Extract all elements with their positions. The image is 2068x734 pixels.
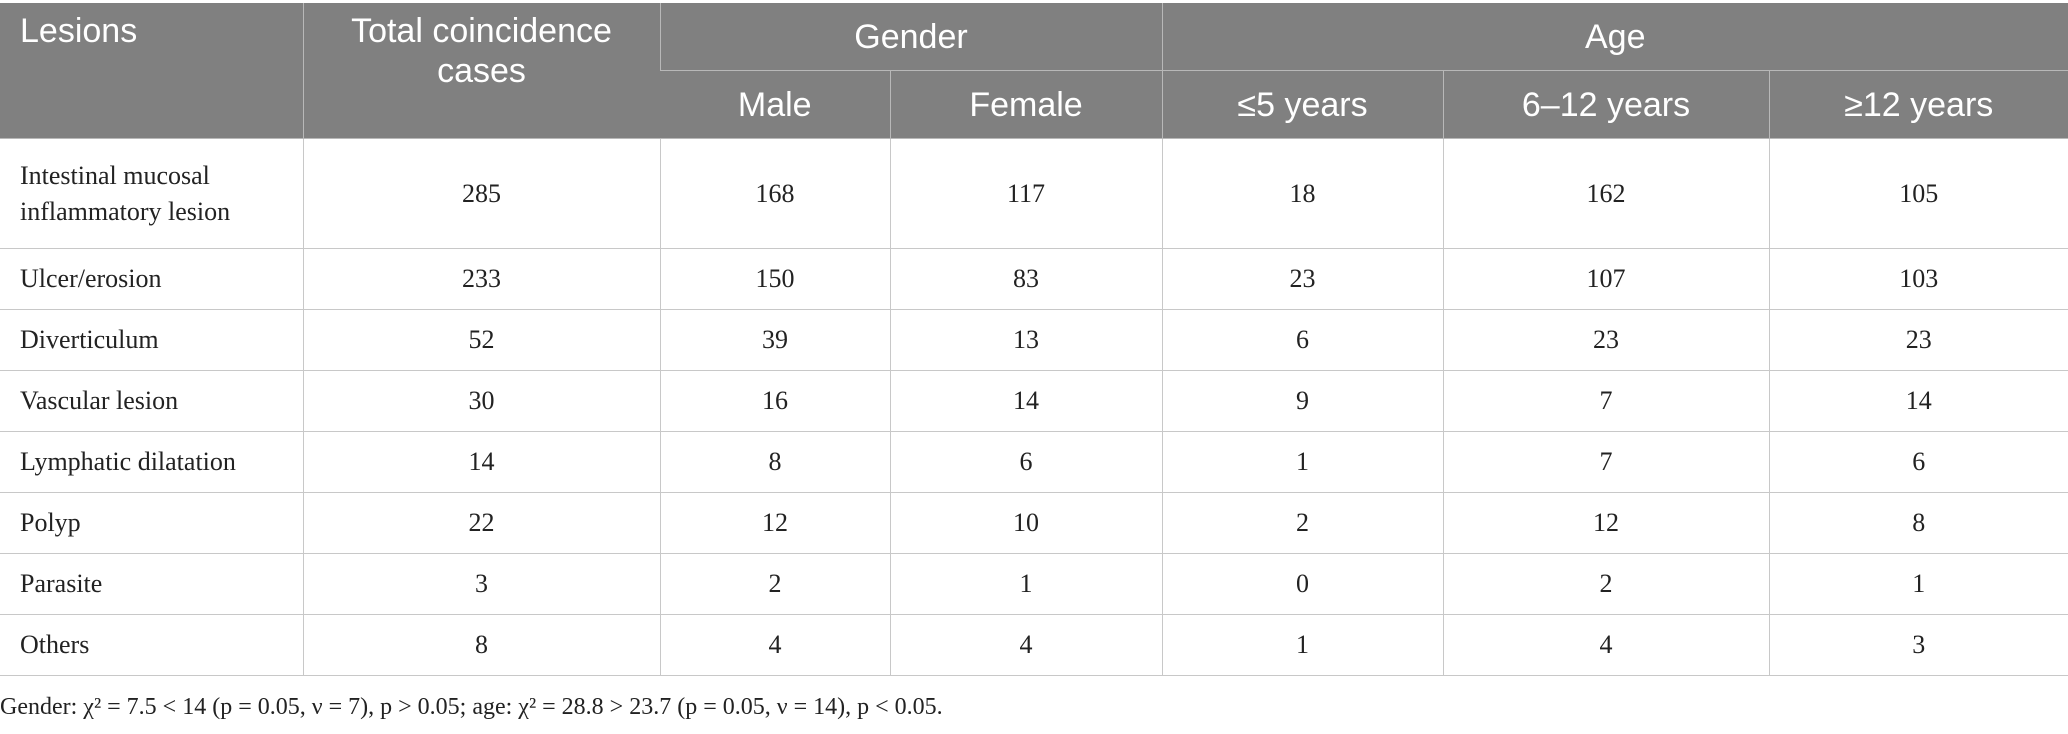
total-cell: 22	[302, 492, 660, 554]
lesions-table: Lesions Total coincidence cases Gender A…	[0, 3, 2068, 676]
male-cell: 8	[659, 431, 890, 493]
age-ge12-cell: 103	[1768, 248, 2068, 310]
age-6-12-cell: 107	[1442, 248, 1769, 310]
table-row: Vascular lesion 30 16 14 9 7 14	[0, 370, 2068, 432]
female-cell: 10	[889, 492, 1162, 554]
age-le5-cell: 1	[1161, 431, 1443, 493]
lesion-cell: Lymphatic dilatation	[0, 431, 303, 493]
female-cell: 83	[889, 248, 1162, 310]
age-6-12-cell: 2	[1442, 553, 1769, 615]
age-ge12-cell: 3	[1768, 614, 2068, 676]
male-header: Male	[660, 70, 890, 139]
age-6-12-cell: 4	[1442, 614, 1769, 676]
table-row: Others 8 4 4 1 4 3	[0, 614, 2068, 676]
female-cell: 6	[889, 431, 1162, 493]
gender-header: Gender	[659, 3, 1162, 71]
age-6-12-header: 6–12 years	[1442, 70, 1769, 139]
female-cell: 1	[889, 553, 1162, 615]
age-header: Age	[1161, 3, 2068, 71]
male-cell: 4	[659, 614, 890, 676]
total-cases-header: Total coincidence cases	[302, 3, 660, 139]
age-le5-cell: 6	[1161, 309, 1443, 371]
age-le5-cell: 1	[1161, 614, 1443, 676]
total-cell: 3	[302, 553, 660, 615]
lesion-cell: Others	[0, 614, 303, 676]
table-row: Lymphatic dilatation 14 8 6 1 7 6	[0, 431, 2068, 493]
lesions-header: Lesions	[0, 3, 303, 139]
female-cell: 14	[889, 370, 1162, 432]
age-6-12-cell: 7	[1442, 370, 1769, 432]
age-le5-cell: 23	[1161, 248, 1443, 310]
male-cell: 39	[659, 309, 890, 371]
total-cell: 233	[302, 248, 660, 310]
male-cell: 168	[659, 138, 890, 249]
table-row: Intestinal mucosal inflammatory lesion 2…	[0, 138, 2068, 249]
age-le5-cell: 2	[1161, 492, 1443, 554]
table-row: Polyp 22 12 10 2 12 8	[0, 492, 2068, 554]
age-6-12-cell: 7	[1442, 431, 1769, 493]
age-ge12-cell: 8	[1768, 492, 2068, 554]
female-cell: 117	[889, 138, 1162, 249]
table-header: Lesions Total coincidence cases Gender A…	[0, 3, 2068, 139]
lesion-cell: Diverticulum	[0, 309, 303, 371]
total-cell: 8	[302, 614, 660, 676]
age-6-12-cell: 23	[1442, 309, 1769, 371]
age-6-12-cell: 162	[1442, 138, 1769, 249]
table-body: Intestinal mucosal inflammatory lesion 2…	[0, 138, 2068, 676]
female-cell: 13	[889, 309, 1162, 371]
age-le5-cell: 18	[1161, 138, 1443, 249]
age-ge12-cell: 6	[1768, 431, 2068, 493]
female-header: Female	[889, 70, 1162, 139]
table-row: Ulcer/erosion 233 150 83 23 107 103	[0, 248, 2068, 310]
age-le5-cell: 0	[1161, 553, 1443, 615]
age-ge12-cell: 23	[1768, 309, 2068, 371]
female-cell: 4	[889, 614, 1162, 676]
lesion-cell: Ulcer/erosion	[0, 248, 303, 310]
age-ge12-cell: 105	[1768, 138, 2068, 249]
male-cell: 150	[659, 248, 890, 310]
male-cell: 2	[659, 553, 890, 615]
total-cell: 52	[302, 309, 660, 371]
age-le5-cell: 9	[1161, 370, 1443, 432]
age-ge12-header: ≥12 years	[1768, 70, 2068, 139]
lesion-cell: Parasite	[0, 553, 303, 615]
table-row: Parasite 3 2 1 0 2 1	[0, 553, 2068, 615]
age-le5-header: ≤5 years	[1161, 70, 1443, 139]
age-ge12-cell: 1	[1768, 553, 2068, 615]
lesion-cell: Polyp	[0, 492, 303, 554]
lesion-cell: Vascular lesion	[0, 370, 303, 432]
male-cell: 12	[659, 492, 890, 554]
table-footnote: Gender: χ² = 7.5 < 14 (p = 0.05, ν = 7),…	[0, 694, 943, 720]
male-cell: 16	[659, 370, 890, 432]
total-cell: 14	[302, 431, 660, 493]
table-row: Diverticulum 52 39 13 6 23 23	[0, 309, 2068, 371]
lesion-cell: Intestinal mucosal inflammatory lesion	[0, 138, 303, 249]
age-ge12-cell: 14	[1768, 370, 2068, 432]
age-6-12-cell: 12	[1442, 492, 1769, 554]
total-cell: 285	[302, 138, 660, 249]
total-cell: 30	[302, 370, 660, 432]
